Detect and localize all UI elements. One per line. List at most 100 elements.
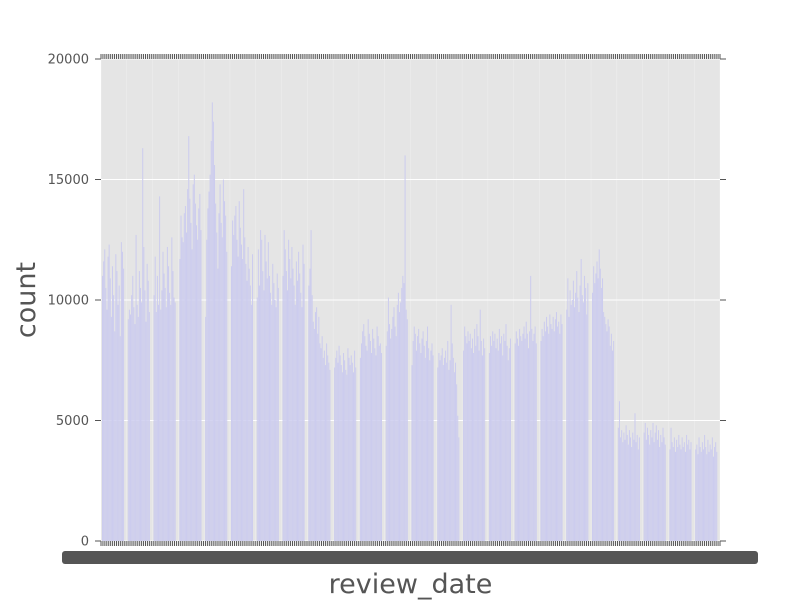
bar-280 xyxy=(463,350,465,541)
bar-172 xyxy=(321,336,323,541)
bar-267 xyxy=(445,350,447,541)
bar-58 xyxy=(173,297,175,541)
bar-237 xyxy=(404,155,406,541)
bar-163 xyxy=(311,295,313,541)
bar-232 xyxy=(399,312,401,541)
bar-76 xyxy=(197,239,199,541)
bar-282 xyxy=(465,336,467,541)
bar-411 xyxy=(630,437,632,541)
bar-112 xyxy=(244,237,246,541)
bar-289 xyxy=(473,353,475,541)
bar-9 xyxy=(111,266,113,541)
bar-345 xyxy=(546,316,548,541)
bar-342 xyxy=(542,336,544,541)
bar-146 xyxy=(289,259,291,541)
bar-56 xyxy=(171,237,173,541)
bar-392 xyxy=(605,324,607,541)
bar-248 xyxy=(420,353,422,541)
bar-231 xyxy=(397,292,399,541)
bar-49 xyxy=(163,273,165,541)
bar-397 xyxy=(610,333,612,541)
bar-318 xyxy=(508,348,510,541)
bar-165 xyxy=(313,328,315,541)
bar-427 xyxy=(651,437,653,541)
bar-334 xyxy=(530,275,532,541)
bar-288 xyxy=(471,338,473,541)
bar-437 xyxy=(662,427,664,541)
bar-366 xyxy=(572,280,574,541)
bar-0 xyxy=(102,275,104,541)
bar-28 xyxy=(136,304,138,541)
bar-19 xyxy=(123,268,125,541)
bar-82 xyxy=(207,208,209,542)
bar-330 xyxy=(525,321,527,541)
bar-433 xyxy=(658,430,660,541)
bar-258 xyxy=(431,343,433,541)
bar-253 xyxy=(425,340,427,541)
bar-44 xyxy=(158,304,160,541)
bar-185 xyxy=(339,355,341,541)
bar-365 xyxy=(571,300,573,541)
bar-383 xyxy=(595,273,597,541)
bar-84 xyxy=(209,174,211,541)
bar-24 xyxy=(132,275,134,541)
bar-124 xyxy=(261,239,263,541)
bar-242 xyxy=(413,326,415,541)
bar-40 xyxy=(153,295,155,541)
bar-379 xyxy=(587,283,589,541)
bar-407 xyxy=(625,425,627,541)
bar-467 xyxy=(702,449,704,541)
bar-322 xyxy=(516,338,518,541)
bar-264 xyxy=(441,348,443,541)
bar-355 xyxy=(557,326,559,541)
bar-197 xyxy=(352,372,354,541)
bar-77 xyxy=(198,208,200,542)
bar-385 xyxy=(597,278,599,541)
gridlines xyxy=(100,58,721,542)
bar-244 xyxy=(415,350,417,541)
bar-215 xyxy=(376,326,378,541)
bar-156 xyxy=(300,292,302,541)
bar-116 xyxy=(248,268,250,541)
bar-319 xyxy=(509,338,511,541)
bar-83 xyxy=(208,191,210,542)
bar-424 xyxy=(648,434,650,541)
bar-220 xyxy=(385,345,387,541)
bar-423 xyxy=(646,427,648,541)
bar-321 xyxy=(515,331,517,541)
bar-458 xyxy=(689,449,691,541)
bar-341 xyxy=(541,328,543,541)
bar-323 xyxy=(517,345,520,541)
bar-465 xyxy=(700,451,702,541)
bar-92 xyxy=(218,213,220,542)
bar-125 xyxy=(262,271,264,541)
bar-472 xyxy=(708,451,710,541)
bar-262 xyxy=(439,360,441,541)
bar-431 xyxy=(655,425,657,541)
bar-438 xyxy=(663,437,665,541)
bar-432 xyxy=(656,439,658,541)
bar-297 xyxy=(481,355,483,541)
bar-175 xyxy=(324,365,326,541)
bar-120 xyxy=(256,297,258,541)
bar-212 xyxy=(373,338,375,541)
bar-204 xyxy=(364,336,366,541)
bar-45 xyxy=(159,196,161,541)
bar-26 xyxy=(134,324,136,541)
bar-209 xyxy=(369,340,371,541)
y-tick-label-0: 0 xyxy=(81,535,89,550)
bar-475 xyxy=(711,437,713,541)
bar-48 xyxy=(162,251,164,542)
x-axis-label: review_date xyxy=(329,569,493,600)
bar-119 xyxy=(252,254,254,541)
bar-370 xyxy=(577,297,579,541)
bar-446 xyxy=(676,439,678,541)
y-ticks: 0 5000 10000 15000 20000 xyxy=(48,53,726,550)
bar-405 xyxy=(623,432,625,541)
bar-428 xyxy=(652,422,654,541)
bar-374 xyxy=(581,295,583,541)
bar-309 xyxy=(498,328,500,541)
bar-205 xyxy=(365,345,367,541)
bar-137 xyxy=(275,307,277,541)
bar-368 xyxy=(575,292,577,541)
